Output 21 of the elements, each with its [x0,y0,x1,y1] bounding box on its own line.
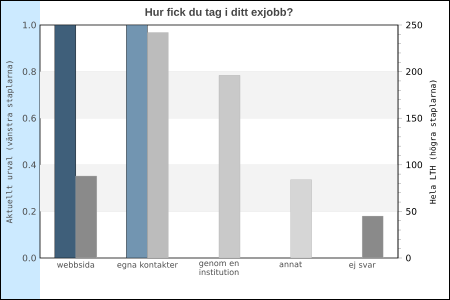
chart-title: Hur fick du tag i ditt exjobb? [145,8,293,18]
y-tick-label: 0.8 [22,68,36,75]
y2-tick-label: 0 [406,254,411,262]
x-tick-label: annat [280,262,302,268]
x-tick-label: genom en institution [199,262,239,276]
bar [362,216,384,258]
x-tick-label: ej svar [349,262,376,270]
y-tick-label: 0.4 [22,161,36,168]
y2-tick-label: 250 [406,22,422,28]
y2-tick-label: 50 [406,208,416,215]
y2-tick-label: 100 [406,161,422,168]
y2-tick-label: 150 [406,114,422,122]
y2-tick-label: 200 [406,68,422,75]
y-axis-title: Aktuellt urval (vänstra staplarna) [6,61,14,224]
y2-axis-title: Hela LTH (högra staplarna) [430,80,438,204]
y-tick-label: 0.2 [22,208,36,215]
x-tick-label: egna kontakter [117,262,178,270]
y-tick-label: 1.0 [23,22,36,28]
x-tick-label: webbsida [57,262,94,268]
y-tick-label: 0.0 [22,254,36,262]
y-tick-label: 0.6 [22,114,36,122]
